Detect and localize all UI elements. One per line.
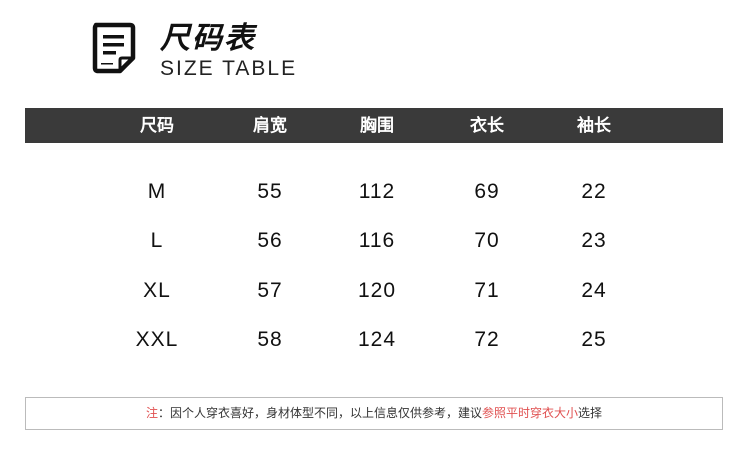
column-header: 胸围 (360, 116, 394, 136)
table-cell: M (147, 180, 167, 203)
column-header: 袖长 (577, 116, 611, 136)
table-cell: 58 (257, 328, 283, 351)
table-cell: 116 (358, 229, 396, 252)
table-header (25, 108, 723, 143)
table-cell: 56 (257, 229, 283, 252)
table-cell: 57 (257, 279, 283, 302)
column-header: 衣长 (470, 116, 504, 136)
table-cell: 120 (357, 279, 397, 302)
note-prefix: 注 (145, 406, 158, 420)
table-cell: 70 (474, 229, 500, 252)
column-header: 尺码 (140, 116, 174, 136)
note-highlight: 参照平时穿衣大小 (482, 406, 579, 420)
note-suffix: 选择 (578, 406, 603, 420)
table-cell: 25 (581, 328, 607, 351)
table-cell: XL (143, 279, 171, 302)
table-cell: 69 (474, 180, 500, 203)
table-cell: 23 (581, 229, 607, 252)
table-cell: 71 (474, 279, 500, 302)
note: 注：因个人穿衣喜好，身材体型不同，以上信息仅供参考，建议参照平时穿衣大小选择 (25, 397, 723, 430)
document-icon (92, 22, 136, 74)
table-cell: L (150, 229, 164, 252)
table-cell: 24 (581, 279, 607, 302)
table-cell: 124 (357, 328, 397, 351)
page-subtitle: SIZE TABLE (160, 57, 298, 80)
table-cell: 72 (474, 328, 500, 351)
table-cell: 112 (358, 180, 396, 203)
column-header: 肩宽 (253, 116, 287, 136)
table-cell: 55 (257, 180, 283, 203)
note-body: ：因个人穿衣喜好，身材体型不同，以上信息仅供参考，建议 (157, 406, 482, 420)
page-title: 尺码表 (160, 21, 256, 56)
table-cell: 22 (581, 180, 607, 203)
table-cell: XXL (135, 328, 179, 351)
